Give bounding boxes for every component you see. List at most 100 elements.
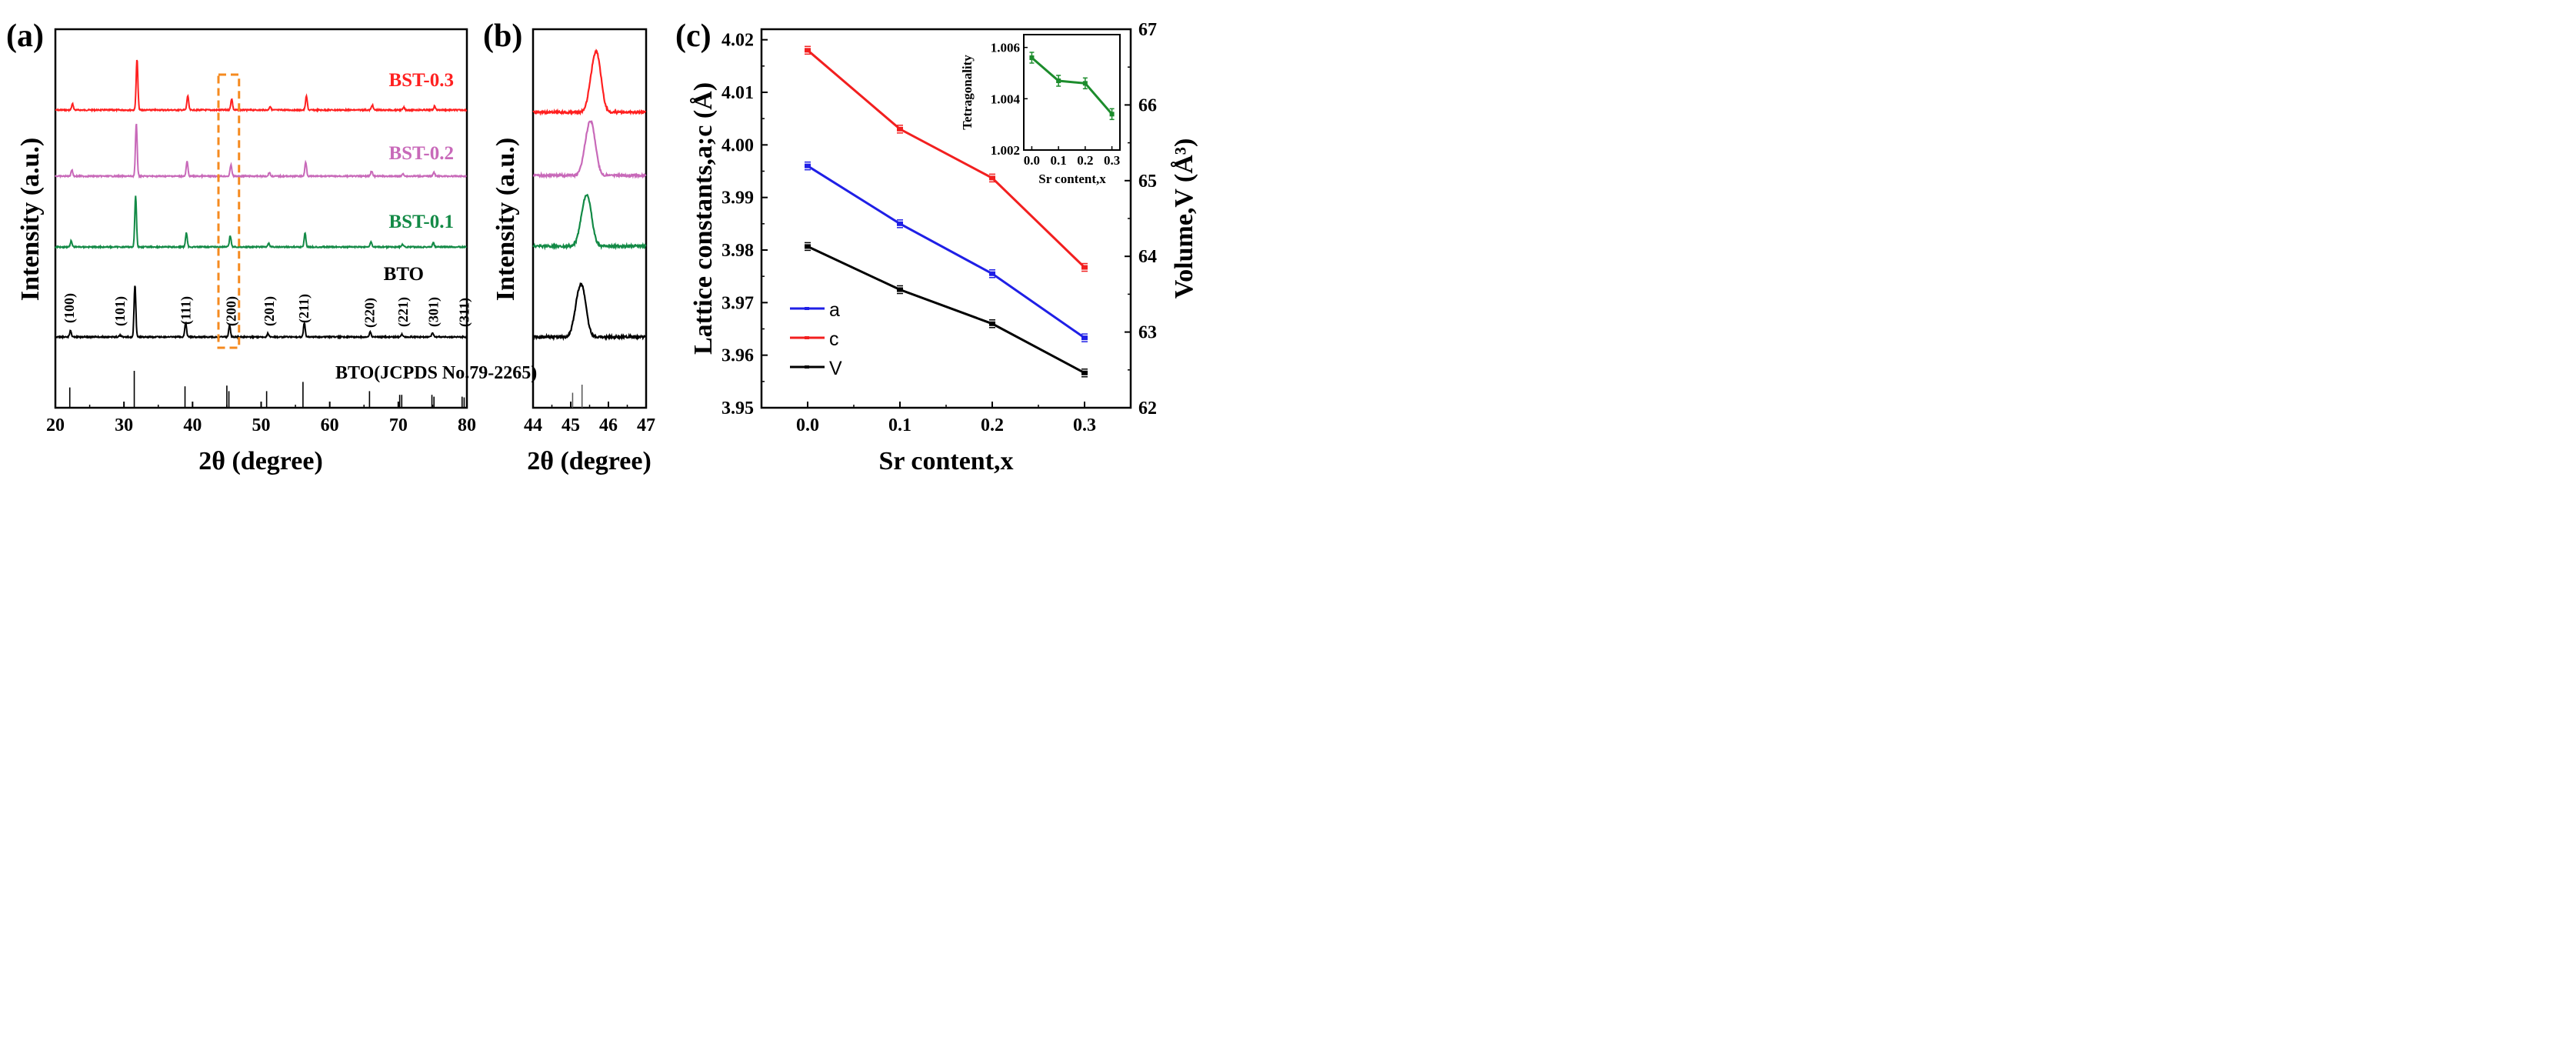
panel-a-hkl-label: (201) [262, 296, 278, 326]
panel-c-legend-marker [805, 307, 809, 310]
panel-a-hkl-label: (220) [362, 298, 378, 328]
panel-b-xticks: 44 45 46 47 [524, 402, 655, 435]
panel-a-label: (a) [6, 18, 44, 54]
panel-c-ytick-label: 4.01 [721, 83, 754, 103]
panel-c-point-a [1081, 335, 1088, 341]
panel-c-legend: acV [790, 299, 842, 379]
panel-c-point-V [897, 287, 903, 292]
panel-a-series-bst-0.1 [55, 195, 468, 250]
panel-c-y2tick-label: 65 [1138, 172, 1157, 192]
panel-b-series [532, 48, 647, 342]
panel-b-series-bst-0.1 [532, 193, 647, 251]
panel-a-xtick-label: 60 [321, 415, 339, 435]
panel-b-label: (b) [483, 18, 522, 54]
panel-a-series-bto [55, 285, 468, 340]
panel-b-series-bst-0.3 [532, 48, 647, 116]
panel-a-xtick-label: 40 [183, 415, 202, 435]
panel-a-xlabel: 2θ (degree) [198, 447, 323, 475]
panel-a-hkl-label: (221) [395, 297, 412, 327]
panel-c-point-V [989, 321, 995, 326]
panel-c-series-c [807, 49, 1086, 269]
panel-b-xtick-label: 46 [599, 415, 618, 435]
panel-c-legend-marker [805, 336, 809, 339]
panel-c-inset-xtick-label: 0.1 [1051, 153, 1067, 168]
panel-c-xtick-label: 0.2 [981, 415, 1004, 435]
panel-c-y2tick-label: 62 [1138, 399, 1157, 419]
panel-a-xticks: 20 30 40 50 60 70 80 [46, 402, 476, 435]
panel-c-ytick-label: 3.96 [721, 346, 754, 366]
panel-a-reference-lines [68, 371, 465, 408]
panel-a-xtick-label: 70 [389, 415, 408, 435]
panel-c-ytick-label: 3.97 [721, 293, 754, 313]
panel-c-legend-label: V [829, 358, 842, 379]
panel-a-reference-label: BTO(JCPDS No.79-2265) [335, 363, 537, 383]
panel-c-inset-ytick-label: 1.006 [991, 41, 1020, 55]
panel-c-xtick-label: 0.1 [888, 415, 911, 435]
figure: (a) Intensity (a.u.) 2θ (degree) 20 30 40 5… [6, 18, 1198, 475]
panel-a-series-bst-0.3 [55, 59, 468, 113]
panel-c-inset-series [1031, 56, 1113, 115]
panel-a-xtick-label: 50 [252, 415, 271, 435]
panel-c-point-V [805, 244, 811, 249]
panel-b: (b) Intensity (a.u.) 2θ (degree) 44 45 46 4… [483, 18, 655, 475]
panel-c-xlabel: Sr content,x [878, 447, 1013, 475]
panel-c-series-V [807, 245, 1085, 375]
panel-c-legend-label: c [829, 329, 839, 350]
panel-a-hkl-label: (101) [112, 296, 128, 326]
panel-c-series-a [807, 165, 1085, 339]
panel-b-xtick-label: 44 [524, 415, 542, 435]
panel-a-series-label: BST-0.3 [388, 70, 454, 91]
panel-c-y2label: Volume,V (Å³) [1170, 138, 1198, 299]
panel-c-ytick-label: 3.99 [721, 188, 754, 208]
panel-c-point-c [805, 48, 811, 53]
panel-c-inset-ytick-label: 1.004 [991, 92, 1021, 106]
panel-a-hkl-label: (100) [62, 293, 78, 323]
panel-c-ytick-label: 3.95 [721, 399, 754, 419]
panel-c-xtick-label: 0.3 [1073, 415, 1096, 435]
panel-a-hkl-label: (200) [223, 296, 239, 326]
panel-a-series-bst-0.2 [55, 123, 467, 179]
panel-c-ylabel: Lattice constants,a;c (Å) [689, 82, 718, 355]
panel-c-point-a [989, 271, 995, 276]
panel-c-point-a [897, 221, 903, 226]
panel-c-legend-label: a [829, 299, 840, 321]
panel-c-ticks: 0.0 0.1 0.2 0.3 3.95 3.96 3.97 3.98 3.99 4.00 4.01… [721, 20, 1157, 435]
panel-b-reference-lines [572, 385, 583, 408]
panel-a-series-label: BST-0.1 [388, 212, 454, 232]
panel-c-inset-frame [1023, 34, 1121, 151]
panel-c: (c) Lattice constants,a;c (Å) Volume,V (… [675, 18, 1198, 475]
panel-c-inset-xtick-label: 0.2 [1077, 153, 1093, 168]
panel-c-y2tick-label: 64 [1138, 247, 1157, 267]
panel-b-xtick-label: 47 [637, 415, 655, 435]
panel-b-ylabel: Intensity (a.u.) [492, 138, 520, 302]
panel-c-y2tick-label: 66 [1138, 95, 1157, 115]
panel-c-y2tick-label: 63 [1138, 323, 1157, 343]
panel-c-point-a [805, 163, 811, 168]
panel-a-hkl-labels: (100) (101) (111) (200) (201) (211) (220) (221)… [62, 293, 473, 328]
panel-c-inset-xtick-label: 0.3 [1104, 153, 1120, 168]
panel-c-ytick-label: 4.00 [721, 135, 754, 155]
panel-b-xtick-label: 45 [562, 415, 580, 435]
panel-a-hkl-label: (211) [296, 294, 312, 323]
panel-c-point-c [989, 175, 995, 181]
panel-c-series [805, 45, 1088, 378]
panel-c-label: (c) [675, 18, 711, 54]
panel-c-point-c [1081, 265, 1088, 270]
panel-c-legend-marker [805, 365, 809, 369]
panel-a-series-label: BST-0.2 [388, 143, 454, 164]
panel-c-ytick-label: 3.98 [721, 241, 754, 261]
panel-c-inset-xlabel: Sr content,x [1038, 172, 1106, 186]
panel-a-xtick-label: 80 [458, 415, 476, 435]
panel-c-point-V [1081, 370, 1088, 375]
panel-a-hkl-label: (301) [425, 297, 442, 327]
panel-c-inset-xtick-label: 0.0 [1024, 153, 1040, 168]
panel-c-ytick-label: 4.02 [721, 31, 754, 51]
panel-a-series-label: BTO [384, 264, 424, 285]
panel-b-series-bst-0.2 [532, 119, 647, 179]
panel-a: (a) Intensity (a.u.) 2θ (degree) 20 30 40 5… [6, 18, 537, 475]
panel-a-series: BST-0.3 BST-0.2 BST-0.1 BTO [55, 59, 468, 340]
panel-a-hkl-label: (111) [178, 296, 194, 325]
panel-c-inset-ylabel: Tetragonality [960, 55, 975, 130]
panel-a-xtick-label: 30 [115, 415, 133, 435]
panel-a-highlight-box [217, 73, 241, 349]
